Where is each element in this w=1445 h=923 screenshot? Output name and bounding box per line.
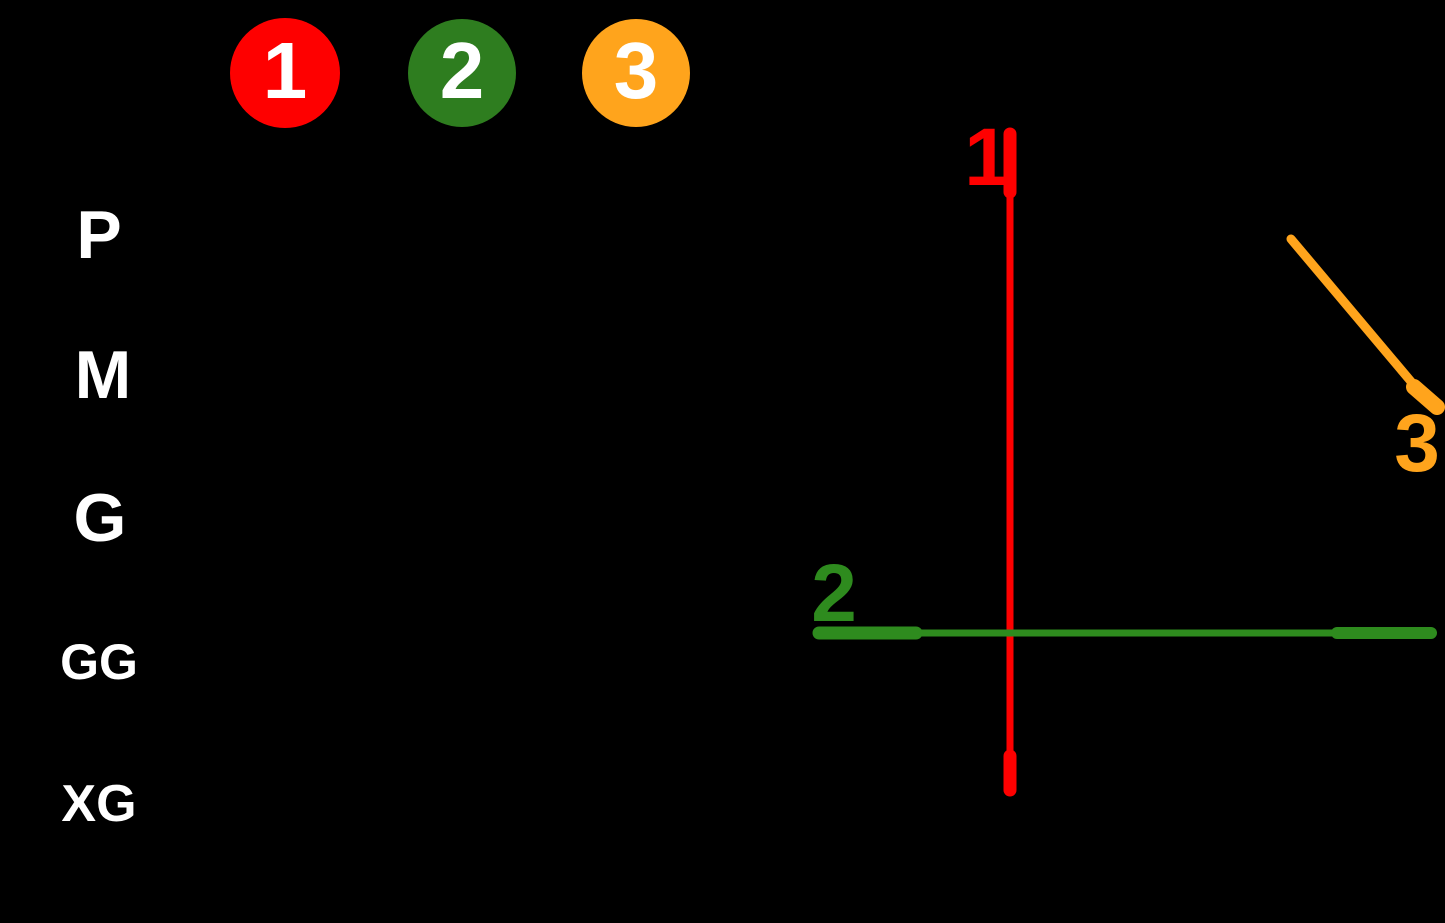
annotation-3-segment-1 [1286,234,1424,396]
circle-marker-2: 2 [408,19,516,127]
circle-marker-2-digit: 2 [439,26,485,115]
annotation-1-digit-label: 1 [964,112,1010,203]
annotation-3-line [1286,234,1445,415]
annotation-3-digit-label: 3 [1394,398,1440,489]
size-label-m: M [74,337,132,413]
annotation-2-digit-label: 2 [811,548,857,639]
size-label-g: G [73,480,127,556]
circle-marker-1: 1 [230,18,340,128]
size-label-gg: GG [60,634,138,690]
annotation-3-segment-2 [1406,379,1445,415]
size-label-p: P [76,197,122,273]
size-label-xg: XG [61,775,137,833]
circle-marker-3-digit: 3 [613,26,659,115]
circle-marker-1-digit: 1 [262,26,308,115]
circle-marker-3: 3 [582,19,690,127]
